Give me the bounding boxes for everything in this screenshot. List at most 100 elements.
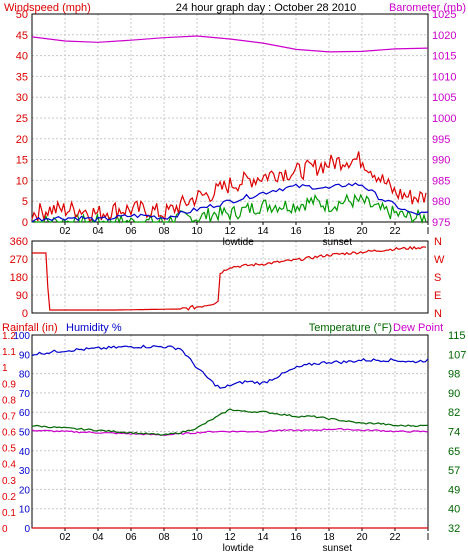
humidity-tick-label: 70	[19, 389, 31, 400]
humidity-tick-label: 80	[19, 370, 31, 381]
barometer-tick-label: 1005	[432, 92, 456, 104]
x-tick-label: 12	[224, 532, 236, 543]
temperature-tick-label: 82	[448, 407, 460, 419]
barometer-tick-label: 1025	[432, 9, 456, 21]
x-tick-label: 22	[389, 226, 401, 237]
annotation-lowtide: lowtide	[223, 237, 255, 248]
rain-tick-label: 1.2	[2, 331, 16, 342]
x-tick-label: 18	[323, 532, 335, 543]
barometer-line	[31, 35, 429, 53]
barometer-tick-label: 1010	[432, 71, 456, 83]
wind-minimum-line	[31, 193, 427, 225]
x-tick-label: 22	[389, 532, 401, 543]
compass-tick-label: E	[434, 290, 441, 302]
x-tick-label: 14	[257, 532, 269, 543]
rain-tick-label: 0.8	[2, 395, 16, 406]
barometer-tick-label: 980	[432, 196, 450, 208]
compass-tick-label: N	[434, 308, 442, 320]
humidity-axis-label: Humidity %	[66, 322, 122, 334]
x-tick-label: 20	[356, 532, 368, 543]
panel-2-frame	[31, 240, 429, 314]
direction-tick-label: 360	[10, 236, 28, 248]
x-tick-label: 16	[290, 532, 302, 543]
x-tick-label: 12	[224, 226, 236, 237]
rainfall-axis-label: Rainfall (in)	[2, 322, 58, 334]
x-tick-label: 04	[92, 226, 104, 237]
temperature-tick-label: 40	[448, 504, 460, 516]
compass-tick-label: S	[434, 272, 441, 284]
direction-tick-label: 90	[16, 290, 28, 302]
windspeed-tick-label: 30	[16, 92, 28, 104]
barometer-tick-label: 975	[432, 217, 450, 229]
humidity-tick-label: 40	[19, 447, 31, 458]
barometer-axis-label: Barometer (mb)	[389, 2, 466, 14]
temperature-tick-label: 107	[448, 349, 466, 361]
wind-average-line	[31, 182, 429, 223]
annotation-sunset: sunset	[323, 237, 353, 248]
temperature-tick-label: 57	[448, 465, 460, 477]
humidity-tick-label: 90	[19, 350, 31, 361]
compass-tick-label: N	[434, 236, 442, 248]
x-tick-label: 16	[290, 226, 302, 237]
barometer-tick-label: 990	[432, 155, 450, 167]
temperature-tick-label: 98	[448, 369, 460, 381]
x-tick-label: 04	[92, 532, 104, 543]
x-tick-label: 02	[59, 226, 71, 237]
windspeed-tick-label: 5	[22, 196, 28, 208]
windspeed-tick-label: 40	[16, 51, 28, 63]
windspeed-tick-label: 15	[16, 155, 28, 167]
temperature-tick-label: 74	[448, 427, 460, 439]
barometer-tick-label: 985	[432, 175, 450, 187]
temperature-tick-label: 49	[448, 484, 460, 496]
rain-tick-label: 0.7	[2, 411, 16, 422]
rain-tick-label: 0.9	[2, 379, 16, 390]
humidity-tick-label: 30	[19, 466, 31, 477]
humidity-tick-label: 50	[19, 428, 31, 439]
rain-tick-label: 0.4	[2, 460, 16, 471]
annotation-sunset: sunset	[323, 543, 353, 554]
barometer-tick-label: 1000	[432, 113, 456, 125]
humidity-tick-label: 0	[24, 524, 30, 535]
chart-title: 24 hour graph day : October 28 2010	[176, 2, 356, 14]
direction-tick-label: 270	[10, 254, 28, 266]
humidity-line	[31, 344, 429, 389]
windspeed-tick-label: 50	[16, 9, 28, 21]
rain-tick-label: 0.1	[2, 508, 16, 519]
rain-tick-label: 1.1	[2, 347, 16, 358]
rain-tick-label: 0.5	[2, 444, 16, 455]
windspeed-tick-label: 10	[16, 175, 28, 187]
wind-gust-line	[31, 151, 427, 222]
x-tick-label: 10	[191, 532, 203, 543]
x-tick-label: 02	[59, 532, 71, 543]
barometer-tick-label: 995	[432, 134, 450, 146]
barometer-tick-label: 1020	[432, 30, 456, 42]
humidity-tick-label: 20	[19, 485, 31, 496]
compass-tick-label: W	[434, 254, 445, 266]
rain-tick-label: 0.6	[2, 428, 16, 439]
windspeed-tick-label: 25	[16, 113, 28, 125]
windspeed-tick-label: 20	[16, 134, 28, 146]
humidity-tick-label: 10	[19, 505, 31, 516]
x-tick-label: I	[427, 226, 430, 237]
humidity-tick-label: 100	[13, 331, 30, 342]
x-tick-label: 14	[257, 226, 269, 237]
windspeed-axis-label: Windspeed (mph)	[4, 2, 91, 14]
windspeed-tick-label: 45	[16, 30, 28, 42]
rain-tick-label: 0	[2, 524, 8, 535]
temperature-axis-label: Temperature (°F)	[309, 322, 392, 334]
x-tick-label: 10	[191, 226, 203, 237]
dewpoint-line	[31, 427, 429, 436]
dewpoint-axis-label: Dew Point	[393, 322, 443, 334]
x-tick-label: 06	[125, 226, 137, 237]
temperature-tick-label: 32	[448, 523, 460, 535]
temperature-tick-label: 90	[448, 388, 460, 400]
x-tick-label: 08	[158, 532, 170, 543]
annotation-lowtide: lowtide	[223, 543, 255, 554]
rain-tick-label: 1	[2, 363, 8, 374]
x-tick-label: 18	[323, 226, 335, 237]
x-tick-label: 06	[125, 532, 137, 543]
wind-direction-line	[32, 245, 427, 311]
windspeed-tick-label: 0	[22, 217, 28, 229]
x-tick-label: 08	[158, 226, 170, 237]
